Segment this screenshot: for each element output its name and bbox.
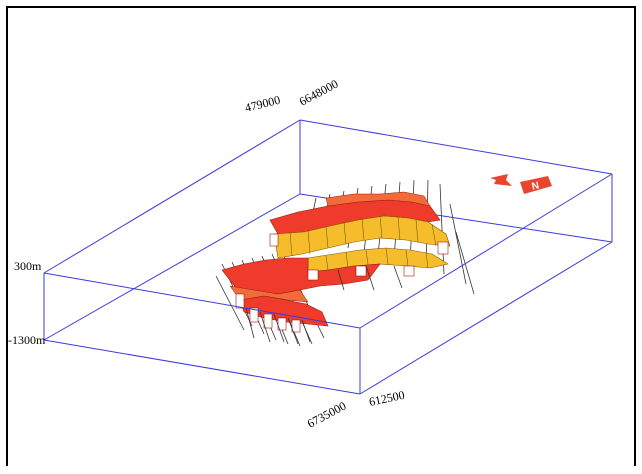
- label-depth-bottom: -1300m: [8, 333, 46, 347]
- surface-middle-yellow: [273, 215, 451, 259]
- geology-surfaces: [215, 179, 475, 347]
- label-x-near: 612500: [368, 388, 406, 409]
- label-y-far: 6648000: [297, 77, 341, 109]
- label-y-near: 6735000: [305, 399, 349, 431]
- north-arrow-icon: N: [490, 174, 552, 194]
- 3d-model-scene[interactable]: N 479000 6648000 612500 6735000 300m -13…: [8, 8, 642, 474]
- label-depth-top: 300m: [14, 259, 42, 273]
- north-label: N: [531, 180, 540, 192]
- bounding-box-front: [43, 173, 613, 395]
- label-x-far: 479000: [243, 93, 281, 115]
- viewport-frame: N 479000 6648000 612500 6735000 300m -13…: [6, 6, 636, 466]
